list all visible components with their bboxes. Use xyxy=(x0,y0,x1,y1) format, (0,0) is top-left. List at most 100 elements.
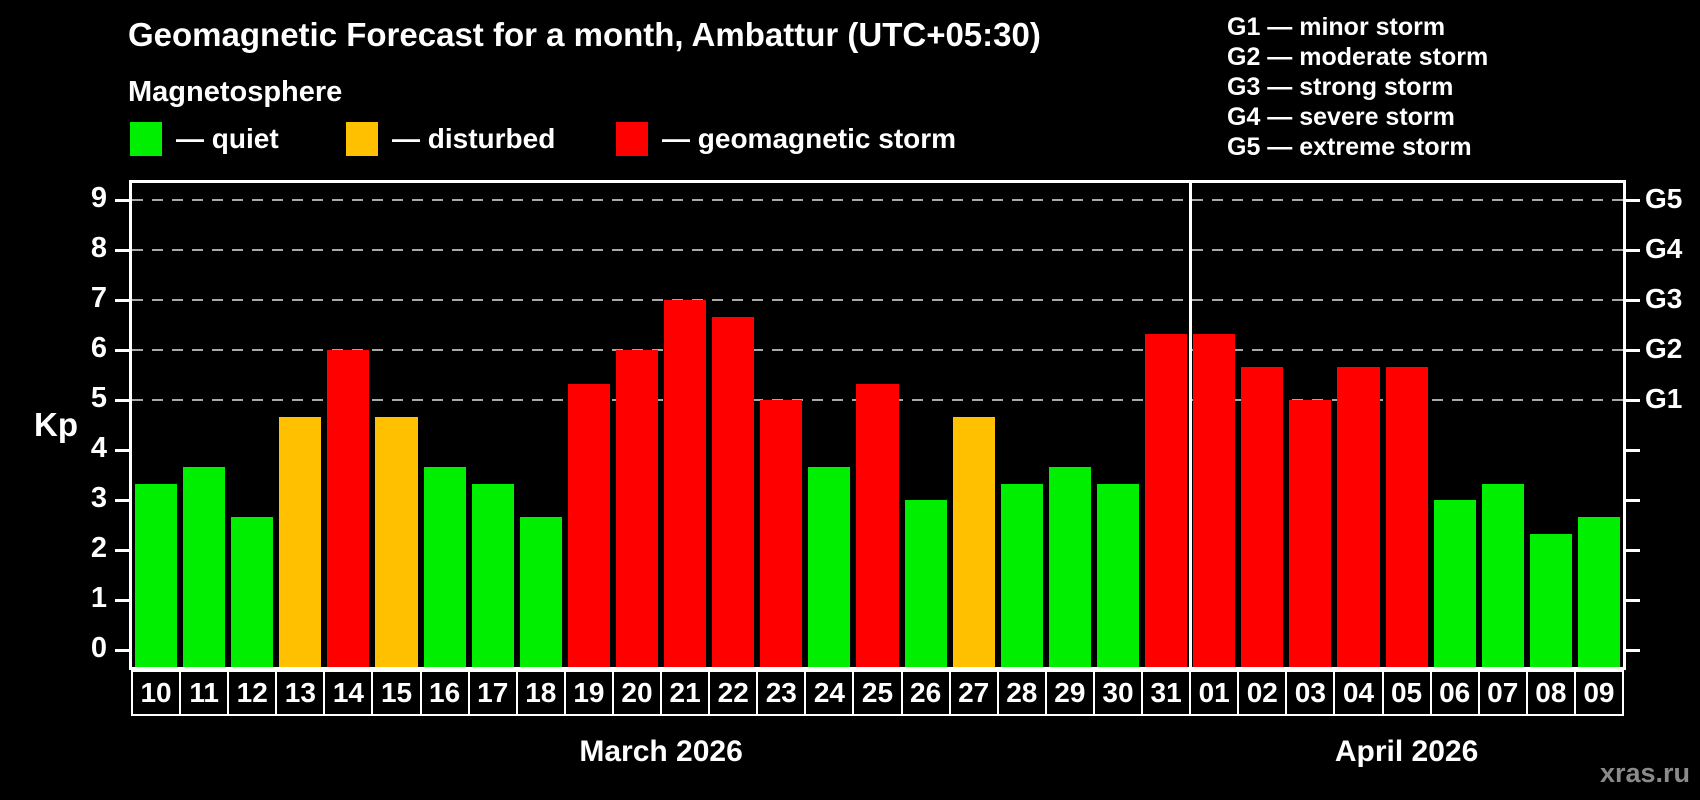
date-cell-10: 10 xyxy=(131,670,182,716)
y-tick-label-2: 2 xyxy=(90,532,107,564)
kp-bar-march-27 xyxy=(952,416,995,667)
right-tick-2 xyxy=(1626,549,1640,552)
date-cell-04: 04 xyxy=(1333,670,1384,716)
date-cell-05: 05 xyxy=(1381,670,1432,716)
kp-bar-april-03 xyxy=(1289,400,1332,667)
kp-bar-march-18 xyxy=(519,516,562,667)
right-tick-5 xyxy=(1626,399,1640,402)
quiet-color-swatch xyxy=(130,122,162,156)
kp-bar-april-01 xyxy=(1193,333,1236,667)
g-legend-line-g1: G1 — minor storm xyxy=(1227,13,1446,41)
g-scale-label-g4: G4 xyxy=(1645,233,1683,264)
kp-bar-march-12 xyxy=(231,516,274,667)
kp-bar-march-20 xyxy=(615,350,659,667)
date-cell-09: 09 xyxy=(1573,670,1624,716)
storm-color-swatch xyxy=(616,122,648,156)
y-tick-label-0: 0 xyxy=(90,632,107,664)
date-cell-19: 19 xyxy=(563,670,614,716)
date-cell-26: 26 xyxy=(900,670,951,716)
y-tick-label-5: 5 xyxy=(90,382,107,414)
month-separator xyxy=(1188,183,1192,667)
kp-bar-march-25 xyxy=(856,383,899,667)
left-tick-5 xyxy=(115,399,129,402)
date-cell-27: 27 xyxy=(948,670,999,716)
watermark: xras.ru xyxy=(1599,758,1690,788)
left-tick-6 xyxy=(115,349,129,352)
gridline-kp9 xyxy=(132,199,1623,201)
kp-bar-april-06 xyxy=(1433,500,1476,667)
chart-subtitle: Magnetosphere xyxy=(128,76,343,108)
kp-bar-march-26 xyxy=(904,500,947,667)
y-tick-label-9: 9 xyxy=(90,182,107,214)
date-cell-08: 08 xyxy=(1525,670,1576,716)
date-cell-31: 31 xyxy=(1141,670,1192,716)
date-cell-03: 03 xyxy=(1285,670,1336,716)
right-tick-1 xyxy=(1626,599,1640,602)
date-cell-25: 25 xyxy=(852,670,903,716)
kp-bar-march-31 xyxy=(1145,333,1188,667)
right-tick-6 xyxy=(1626,349,1640,352)
kp-bar-march-17 xyxy=(471,483,514,667)
g-legend-line-g5: G5 — extreme storm xyxy=(1227,133,1472,161)
right-tick-9 xyxy=(1626,199,1640,202)
left-tick-9 xyxy=(115,199,129,202)
legend-label-quiet: — quiet xyxy=(176,123,279,154)
kp-bar-march-13 xyxy=(279,416,322,667)
kp-bar-march-14 xyxy=(327,350,370,667)
date-cell-15: 15 xyxy=(371,670,422,716)
date-cell-23: 23 xyxy=(756,670,807,716)
date-cell-18: 18 xyxy=(515,670,566,716)
date-cell-24: 24 xyxy=(804,670,855,716)
kp-bar-march-30 xyxy=(1096,483,1140,667)
right-tick-8 xyxy=(1626,249,1640,252)
legend-item-storm: — geomagnetic storm xyxy=(616,120,956,158)
kp-bar-april-02 xyxy=(1241,366,1284,667)
date-cell-17: 17 xyxy=(467,670,518,716)
y-tick-label-1: 1 xyxy=(90,582,107,614)
g-legend-line-g2: G2 — moderate storm xyxy=(1227,43,1489,71)
disturbed-color-swatch xyxy=(346,122,378,156)
month-label-april: April 2026 xyxy=(1334,735,1479,768)
g-scale-label-g2: G2 xyxy=(1645,333,1683,364)
plot-area: 0 1 2 3 4 5 6 7 8 9 G1 G2 G3 G4 G5 10 11 12 13 14 15 16 17 18 19… xyxy=(91,182,1683,768)
date-cell-14: 14 xyxy=(323,670,374,716)
date-cell-30: 30 xyxy=(1092,670,1144,716)
kp-bar-april-07 xyxy=(1481,483,1524,667)
kp-bar-march-23 xyxy=(760,400,803,667)
date-cell-29: 29 xyxy=(1044,670,1095,716)
date-cell-02: 02 xyxy=(1237,670,1288,716)
kp-bar-april-08 xyxy=(1529,533,1572,667)
gridline-kp6 xyxy=(132,349,1623,351)
kp-bar-march-22 xyxy=(712,316,755,667)
y-tick-label-7: 7 xyxy=(90,282,107,314)
kp-bar-march-28 xyxy=(1000,483,1043,667)
kp-bar-march-19 xyxy=(567,383,610,667)
right-tick-4 xyxy=(1626,449,1640,452)
y-tick-label-4: 4 xyxy=(90,432,107,464)
right-tick-7 xyxy=(1626,299,1640,302)
g-legend-line-g3: G3 — strong storm xyxy=(1227,73,1454,101)
date-cell-06: 06 xyxy=(1429,670,1480,716)
y-tick-label-3: 3 xyxy=(90,482,107,514)
kp-bar-march-24 xyxy=(808,466,851,667)
date-cell-13: 13 xyxy=(275,670,326,716)
month-label-march: March 2026 xyxy=(579,735,743,768)
left-tick-3 xyxy=(115,499,129,502)
y-tick-label-6: 6 xyxy=(90,332,107,364)
kp-bar-march-29 xyxy=(1048,466,1091,667)
page-title: Geomagnetic Forecast for a month, Ambatt… xyxy=(128,16,1041,53)
date-cell-20: 20 xyxy=(611,670,663,716)
date-cell-01: 01 xyxy=(1189,670,1240,716)
left-tick-1 xyxy=(115,599,129,602)
kp-bar-april-09 xyxy=(1577,516,1620,667)
left-tick-2 xyxy=(115,549,129,552)
gridline-kp7 xyxy=(132,299,1623,301)
date-cell-16: 16 xyxy=(419,670,470,716)
date-cell-07: 07 xyxy=(1477,670,1528,716)
legend-label-disturbed: — disturbed xyxy=(392,123,556,154)
left-tick-0 xyxy=(115,649,129,652)
gridline-kp8 xyxy=(132,249,1623,251)
g-scale-label-g5: G5 xyxy=(1645,183,1683,214)
kp-bar-march-21 xyxy=(664,300,707,667)
